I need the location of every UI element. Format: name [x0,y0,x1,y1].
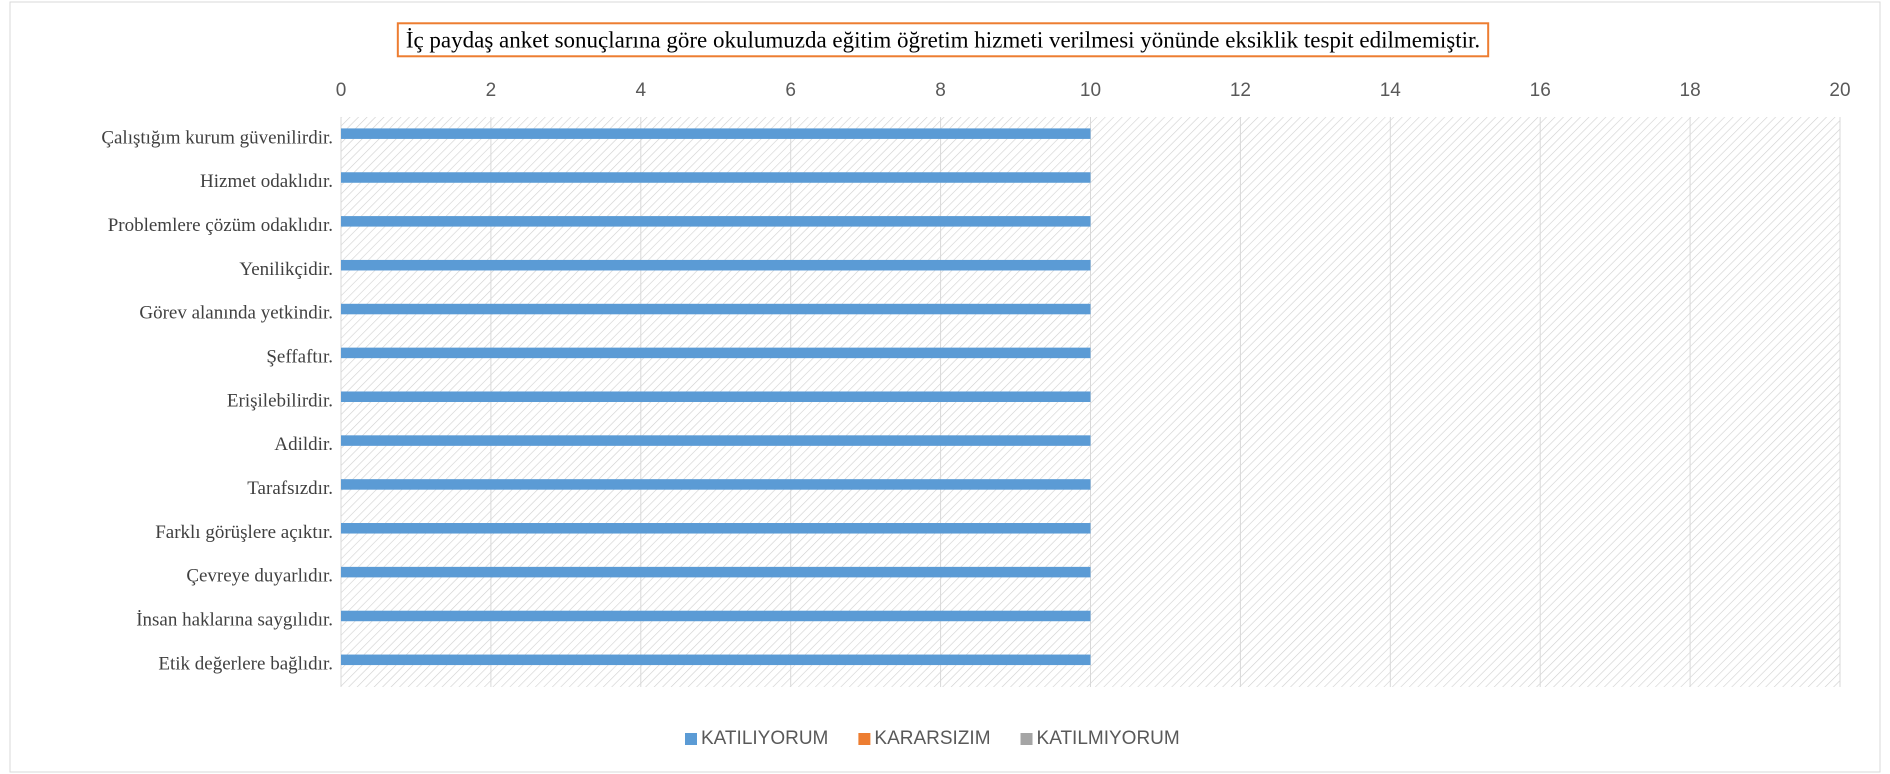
bar [341,654,1091,666]
bar [341,610,1091,622]
x-tick-label: 6 [785,80,796,101]
y-tick-label: Farklı görüşlere açıktır. [155,522,333,543]
bar [341,303,1091,315]
y-tick-label: Görev alanında yetkindir. [139,303,333,324]
legend-label: KARARSIZIM [874,728,990,749]
bar [341,523,1091,534]
x-tick-label: 0 [336,80,347,101]
legend-label: KATILMIYORUM [1037,728,1180,749]
y-tick-label: Etik değerlere bağlıdır. [158,653,333,674]
x-tick-label: 8 [935,80,946,101]
x-tick-label: 10 [1080,80,1101,101]
bar [341,479,1091,490]
y-tick-label: Çalıştığım kurum güvenilirdir. [101,127,333,148]
x-tick-label: 12 [1230,80,1251,101]
legend-label: KATILIYORUM [701,728,828,749]
bar [341,391,1091,402]
bar [341,259,1091,271]
bar [341,128,1091,139]
y-tick-label: Tarafsızdır. [247,478,333,499]
y-tick-label: İnsan haklarına saygılıdır. [136,610,333,631]
y-tick-label: Çevreye duyarlıdır. [186,566,333,587]
bar [341,216,1091,227]
y-tick-label: Şeffaftır. [266,347,333,368]
x-tick-label: 4 [636,80,647,101]
legend-marker [858,733,871,745]
y-tick-label: Problemlere çözüm odaklıdır. [108,215,333,236]
bar [341,566,1091,578]
y-tick-label: Adildir. [274,434,333,455]
x-tick-label: 14 [1380,80,1402,101]
x-tick-label: 16 [1530,80,1551,101]
legend-marker [685,733,697,745]
x-tick-label: 2 [486,80,497,101]
bar [341,347,1091,359]
y-tick-label: Hizmet odaklıdır. [200,171,333,192]
title-box [396,22,1490,58]
legend-marker [1020,733,1033,745]
chart-title: İç paydaş anket sonuçlarına göre okulumu… [406,27,1480,52]
y-tick-label: Erişilebilirdir. [227,390,333,411]
y-tick-label: Yenilikçidir. [239,259,333,280]
bar [341,435,1091,446]
bar [341,172,1091,183]
x-tick-label: 20 [1829,80,1850,101]
x-tick-label: 18 [1680,80,1701,101]
